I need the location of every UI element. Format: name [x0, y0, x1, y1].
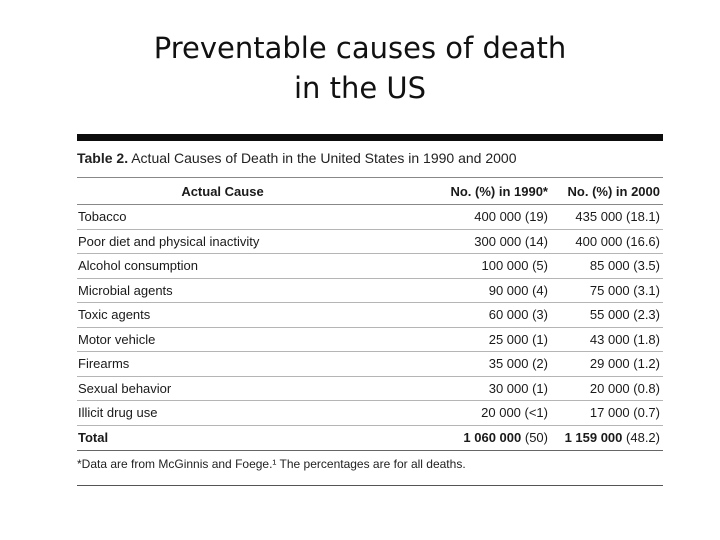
- cell-1990: 90 000 (4): [368, 278, 558, 303]
- cell-1990: 20 000 (<1): [368, 400, 558, 426]
- table-footnote: *Data are from McGinnis and Foege.¹ The …: [77, 451, 663, 486]
- cell-cause: Microbial agents: [77, 278, 368, 303]
- total-label: Total: [77, 425, 368, 451]
- table-total-row: Total 1 060 000 (50) 1 159 000 (48.2): [77, 425, 663, 451]
- table-header-row: Actual Cause No. (%) in 1990* No. (%) in…: [77, 178, 663, 205]
- total-2000-percent: (48.2): [626, 430, 660, 445]
- cell-cause: Illicit drug use: [77, 400, 368, 426]
- cell-1990: 300 000 (14): [368, 229, 558, 254]
- table-row: Motor vehicle 25 000 (1) 43 000 (1.8): [77, 327, 663, 352]
- cell-cause: Poor diet and physical inactivity: [77, 229, 368, 254]
- cell-cause: Sexual behavior: [77, 376, 368, 401]
- cell-cause: Toxic agents: [77, 302, 368, 328]
- table-top-rule: [77, 134, 663, 141]
- cell-2000: 43 000 (1.8): [558, 327, 663, 352]
- table-row: Alcohol consumption 100 000 (5) 85 000 (…: [77, 253, 663, 279]
- cell-1990: 400 000 (19): [368, 204, 558, 230]
- table-caption: Table 2. Actual Causes of Death in the U…: [77, 141, 663, 178]
- header-1990: No. (%) in 1990*: [368, 178, 558, 205]
- total-1990-percent: (50): [524, 430, 548, 445]
- cell-2000: 17 000 (0.7): [558, 400, 663, 426]
- cell-1990: 35 000 (2): [368, 351, 558, 377]
- cell-2000: 85 000 (3.5): [558, 253, 663, 279]
- cell-2000: 29 000 (1.2): [558, 351, 663, 377]
- slide-title-line-2: in the US: [293, 71, 427, 105]
- cell-1990: 60 000 (3): [368, 302, 558, 328]
- slide-title-line-1: Preventable causes of death: [153, 31, 567, 65]
- cell-2000: 75 000 (3.1): [558, 278, 663, 303]
- table-row: Firearms 35 000 (2) 29 000 (1.2): [77, 351, 663, 377]
- causes-of-death-table: Actual Cause No. (%) in 1990* No. (%) in…: [77, 178, 663, 451]
- cell-cause: Motor vehicle: [77, 327, 368, 352]
- cell-cause: Tobacco: [77, 204, 368, 230]
- table-caption-label: Table 2.: [77, 150, 129, 166]
- table-caption-text: Actual Causes of Death in the United Sta…: [131, 150, 517, 166]
- slide-title: Preventable causes of death in the US: [0, 28, 720, 108]
- table-row: Toxic agents 60 000 (3) 55 000 (2.3): [77, 302, 663, 328]
- cell-cause: Firearms: [77, 351, 368, 377]
- table-row: Sexual behavior 30 000 (1) 20 000 (0.8): [77, 376, 663, 401]
- table-row: Poor diet and physical inactivity 300 00…: [77, 229, 663, 254]
- total-2000-number: 1 159 000: [564, 430, 623, 445]
- cell-1990: 30 000 (1): [368, 376, 558, 401]
- cell-1990: 100 000 (5): [368, 253, 558, 279]
- cell-1990: 25 000 (1): [368, 327, 558, 352]
- cell-cause: Alcohol consumption: [77, 253, 368, 279]
- table-row: Microbial agents 90 000 (4) 75 000 (3.1): [77, 278, 663, 303]
- cell-2000: 435 000 (18.1): [558, 204, 663, 230]
- total-1990: 1 060 000 (50): [368, 425, 558, 451]
- cell-2000: 55 000 (2.3): [558, 302, 663, 328]
- header-2000: No. (%) in 2000: [558, 178, 663, 205]
- table-row: Tobacco 400 000 (19) 435 000 (18.1): [77, 204, 663, 230]
- cell-2000: 20 000 (0.8): [558, 376, 663, 401]
- total-2000: 1 159 000 (48.2): [558, 425, 663, 451]
- cell-2000: 400 000 (16.6): [558, 229, 663, 254]
- causes-of-death-table-figure: Table 2. Actual Causes of Death in the U…: [77, 134, 663, 486]
- total-1990-number: 1 060 000: [463, 430, 522, 445]
- table-row: Illicit drug use 20 000 (<1) 17 000 (0.7…: [77, 400, 663, 426]
- header-actual-cause: Actual Cause: [77, 178, 368, 205]
